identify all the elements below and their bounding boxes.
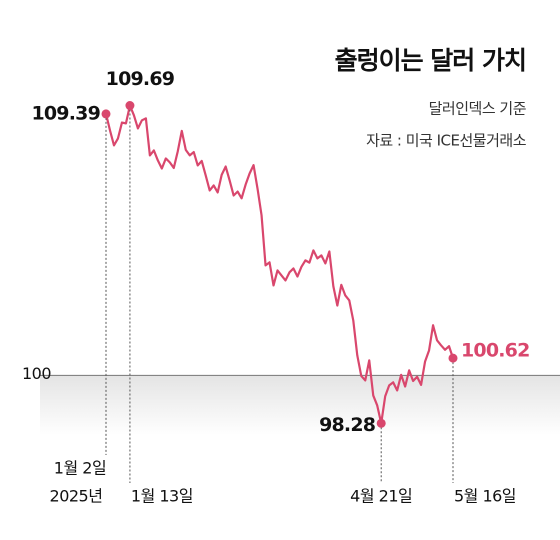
highlight-point xyxy=(125,101,135,111)
x-tick-label: 4월 21일 xyxy=(350,487,412,506)
below-baseline-shade xyxy=(40,375,560,436)
highlight-point xyxy=(448,353,458,363)
year-label: 2025년 xyxy=(50,487,103,506)
data-line xyxy=(104,104,455,425)
value-label: 109.69 xyxy=(106,68,175,90)
value-label: 100.62 xyxy=(461,340,530,362)
x-tick-label: 1월 13일 xyxy=(131,487,193,506)
value-label: 98.28 xyxy=(319,414,376,436)
chart-title: 출렁이는 달러 가치 xyxy=(335,46,526,75)
highlight-point xyxy=(376,418,386,428)
source-note: 자료 : 미국 ICE선물거래소 xyxy=(366,132,527,150)
highlight-point xyxy=(101,109,111,119)
x-tick-label: 1월 2일 xyxy=(54,459,106,478)
chart-subtitle: 달러인덱스 기준 xyxy=(429,100,527,118)
value-label: 109.39 xyxy=(31,102,100,124)
y-tick-label: 100 xyxy=(22,364,51,383)
x-tick-label: 5월 16일 xyxy=(454,487,516,506)
